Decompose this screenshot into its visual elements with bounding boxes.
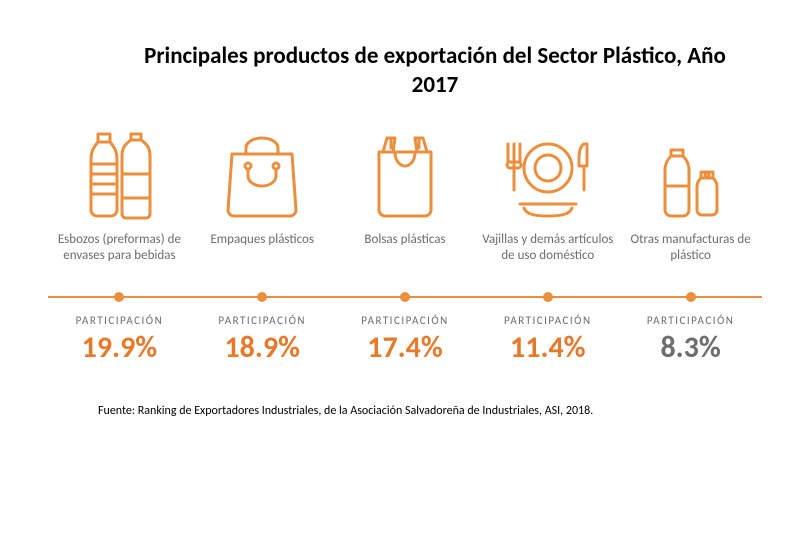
items-row: Esbozos (preformas) de envases para bebi… [0, 100, 810, 284]
percent-col: PARTICIPACIÓN 18.9% [191, 314, 334, 366]
timeline-dot [686, 292, 696, 302]
item-label: Esbozos (preformas) de envases para bebi… [48, 232, 191, 284]
percent-row: PARTICIPACIÓN 19.9% PARTICIPACIÓN 18.9% … [0, 304, 810, 366]
item-bottles: Esbozos (preformas) de envases para bebi… [48, 128, 191, 284]
percent-value: 17.4% [334, 329, 477, 366]
item-tableware: Vajillas y demás artículos de uso domést… [476, 128, 619, 284]
page-title: Principales productos de exportación del… [0, 0, 810, 100]
plastic-bag-icon [369, 128, 441, 220]
item-label: Empaques plásticos [206, 232, 318, 284]
shopping-bag-icon [222, 128, 302, 220]
timeline [48, 290, 762, 304]
percent-col: PARTICIPACIÓN 8.3% [619, 314, 762, 366]
timeline-dot [400, 292, 410, 302]
percent-col: PARTICIPACIÓN 11.4% [476, 314, 619, 366]
timeline-dot [543, 292, 553, 302]
item-other: Otras manufacturas de plástico [619, 128, 762, 284]
percent-value: 8.3% [619, 329, 762, 366]
participation-label: PARTICIPACIÓN [334, 314, 477, 327]
item-label: Bolsas plásticas [360, 232, 449, 284]
item-bags: Bolsas plásticas [334, 128, 477, 284]
tableware-icon [500, 128, 596, 220]
percent-col: PARTICIPACIÓN 19.9% [48, 314, 191, 366]
timeline-dot [257, 292, 267, 302]
bottle-icon [84, 128, 154, 220]
participation-label: PARTICIPACIÓN [48, 314, 191, 327]
item-packaging: Empaques plásticos [191, 128, 334, 284]
percent-value: 19.9% [48, 329, 191, 366]
percent-col: PARTICIPACIÓN 17.4% [334, 314, 477, 366]
bottles-small-icon [657, 128, 725, 220]
participation-label: PARTICIPACIÓN [476, 314, 619, 327]
item-label: Otras manufacturas de plástico [619, 232, 762, 284]
source-text: Fuente: Ranking de Exportadores Industri… [0, 366, 810, 418]
participation-label: PARTICIPACIÓN [619, 314, 762, 327]
percent-value: 18.9% [191, 329, 334, 366]
item-label: Vajillas y demás artículos de uso domést… [476, 232, 619, 284]
participation-label: PARTICIPACIÓN [191, 314, 334, 327]
timeline-dot [114, 292, 124, 302]
percent-value: 11.4% [476, 329, 619, 366]
